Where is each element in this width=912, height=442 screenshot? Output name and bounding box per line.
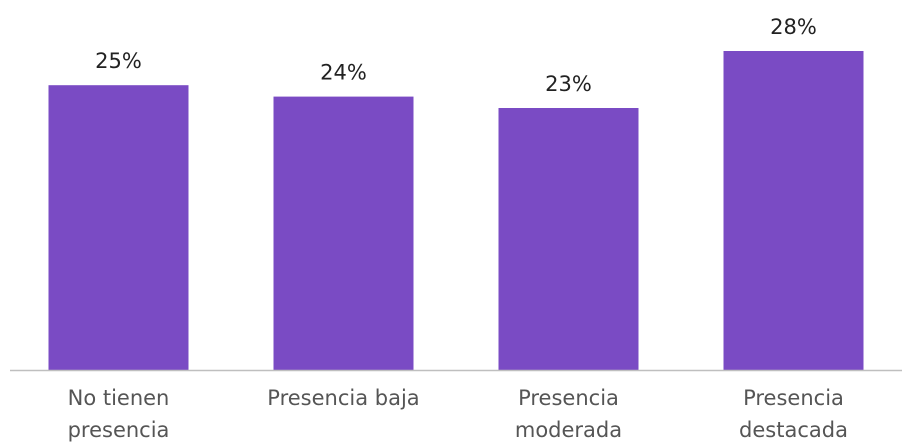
category-label-2-line-0: Presencia <box>518 386 619 410</box>
category-label-0-line-1: presencia <box>68 418 170 442</box>
category-label-1-line-0: Presencia baja <box>267 386 419 410</box>
category-label-3-line-0: Presencia <box>743 386 844 410</box>
bar-value-label-0: 25% <box>95 49 142 73</box>
bar-3 <box>723 51 864 370</box>
bar-1 <box>273 96 414 370</box>
category-label-3-line-1: destacada <box>739 418 848 442</box>
bar-value-label-2: 23% <box>545 72 592 96</box>
bars-group <box>48 51 864 370</box>
category-label-0-line-0: No tienen <box>68 386 170 410</box>
category-label-2-line-1: moderada <box>515 418 622 442</box>
bar-2 <box>498 108 639 370</box>
bar-value-label-1: 24% <box>320 61 367 85</box>
category-labels-group: No tienen presencia Presencia baja Presenci… <box>68 386 848 442</box>
value-labels-group: 25% 24% 23% 28% <box>95 15 817 96</box>
bar-value-label-3: 28% <box>770 15 817 39</box>
bar-0 <box>48 85 189 370</box>
